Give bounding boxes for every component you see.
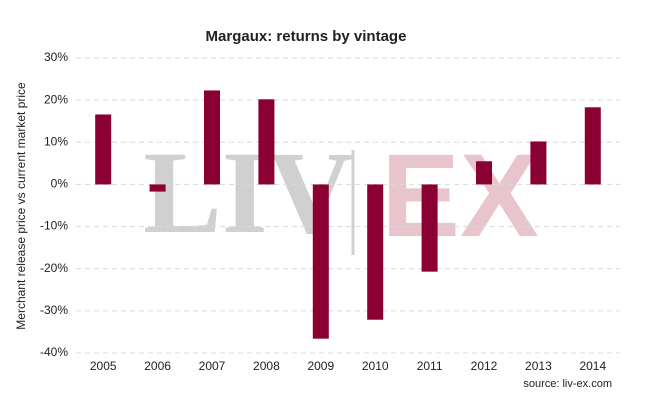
watermark: LIV EX: [143, 127, 539, 262]
y-tick-label: -10%: [40, 219, 68, 233]
x-tick-label: 2012: [471, 359, 498, 373]
watermark-right: EX: [381, 130, 538, 262]
source-note: source: liv-ex.com: [523, 378, 612, 390]
y-tick-label: 10%: [44, 134, 68, 148]
bar: [421, 184, 438, 272]
x-tick-label: 2008: [253, 359, 280, 373]
y-tick-label: 30%: [44, 50, 68, 64]
bar: [95, 114, 112, 185]
bar: [204, 90, 220, 185]
y-tick-label: -40%: [40, 345, 68, 359]
x-tick-label: 2005: [90, 359, 117, 373]
y-axis-label: Merchant release price vs current market…: [14, 82, 28, 330]
bar: [258, 99, 275, 185]
y-tick-label: 20%: [44, 92, 68, 106]
x-tick-label: 2006: [144, 359, 171, 373]
y-tick-label: 0%: [51, 177, 69, 191]
bar: [149, 184, 166, 192]
x-tick-label: 2009: [307, 359, 334, 373]
y-tick-label: -20%: [40, 261, 68, 275]
bar: [530, 141, 547, 185]
x-tick-label: 2013: [525, 359, 552, 373]
bar: [584, 107, 601, 185]
x-tick-label: 2007: [199, 359, 226, 373]
x-tick-label: 2014: [579, 359, 606, 373]
chart-title: Margaux: returns by vintage: [206, 28, 407, 45]
y-tick-label: -30%: [40, 303, 68, 317]
x-tick-label: 2011: [417, 359, 443, 373]
bar: [367, 184, 384, 320]
bar: [476, 161, 492, 185]
x-tick-label: 2010: [362, 359, 389, 373]
bar: [312, 184, 329, 339]
